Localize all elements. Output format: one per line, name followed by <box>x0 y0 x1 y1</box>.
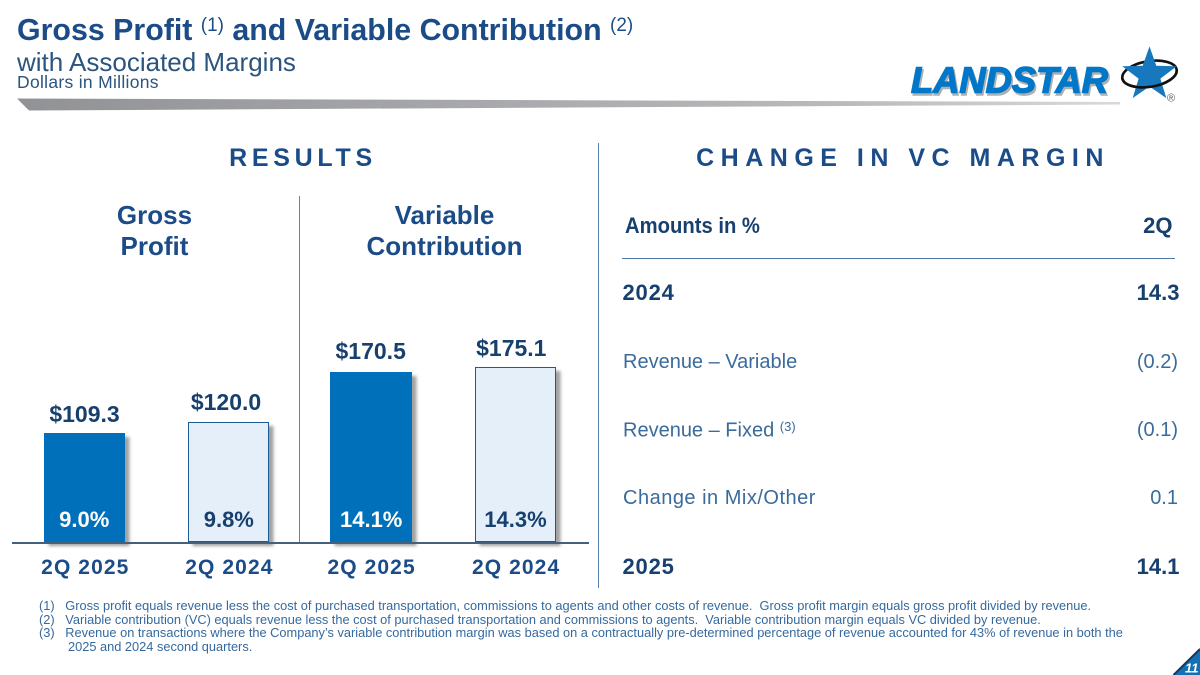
svg-text:®: ® <box>1167 93 1175 105</box>
svg-text:11: 11 <box>1185 661 1199 675</box>
svg-text:LANDSTAR: LANDSTAR <box>913 62 1110 103</box>
svg-text:LANDSTAR: LANDSTAR <box>911 60 1108 101</box>
